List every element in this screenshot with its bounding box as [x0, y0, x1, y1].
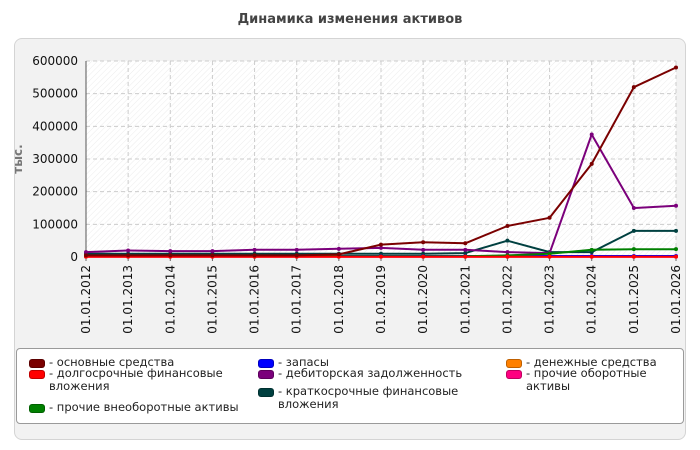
- data-point: [336, 246, 341, 251]
- y-tick-label: 100000: [32, 217, 78, 231]
- data-point: [463, 241, 468, 246]
- data-point: [505, 254, 510, 259]
- data-point: [84, 253, 88, 258]
- legend-swatch: [258, 388, 274, 397]
- data-point: [126, 248, 131, 253]
- legend-label: - краткосрочные финансовые вложения: [278, 384, 459, 411]
- x-tick-label: 01.01.2021: [458, 265, 472, 334]
- legend-swatch: [258, 370, 274, 379]
- data-point: [674, 228, 678, 233]
- data-point: [126, 253, 131, 258]
- data-point: [210, 253, 215, 258]
- y-axis-label: тыс.: [11, 144, 25, 173]
- y-tick-label: 0: [70, 250, 78, 264]
- data-point: [631, 206, 636, 210]
- legend-swatch: [506, 359, 522, 368]
- data-point: [674, 247, 678, 252]
- x-tick-label: 01.01.2012: [79, 265, 93, 334]
- y-tick-label: 500000: [32, 87, 78, 101]
- x-tick-label: 01.01.2026: [669, 265, 683, 334]
- legend-label: - запасы: [278, 355, 329, 369]
- data-point: [589, 254, 594, 259]
- data-point: [168, 249, 173, 254]
- legend-item: - прочие оборотные активы: [506, 367, 683, 393]
- data-point: [631, 247, 636, 252]
- x-tick-label: 01.01.2013: [121, 265, 135, 334]
- legend-item: - основные средства: [29, 356, 174, 369]
- legend-label: - долгосрочные финансовые вложения: [49, 366, 223, 393]
- data-point: [589, 161, 594, 166]
- x-tick-label: 01.01.2018: [332, 265, 346, 334]
- data-point: [674, 203, 678, 208]
- chart-title: Динамика изменения активов: [237, 12, 463, 27]
- data-point: [505, 223, 510, 228]
- data-point: [421, 240, 426, 245]
- legend-swatch: [29, 404, 45, 413]
- data-point: [336, 252, 341, 257]
- legend-label: - основные средства: [49, 355, 175, 369]
- x-tick-label: 01.01.2014: [163, 265, 177, 334]
- legend-item: - прочие внеоборотные активы: [29, 401, 239, 414]
- legend-swatch: [29, 359, 45, 368]
- legend-item: - запасы: [258, 356, 329, 369]
- data-point: [252, 253, 257, 258]
- data-point: [463, 251, 468, 256]
- plot-area: 0 100000 200000 300000 400000 500000 600000 01.…: [11, 54, 683, 334]
- y-tick-label: 600000: [32, 54, 78, 68]
- data-point: [631, 85, 636, 90]
- data-point: [379, 245, 383, 250]
- data-point: [505, 238, 510, 243]
- y-tick-label: 300000: [32, 152, 78, 166]
- x-tick-label: 01.01.2017: [290, 265, 304, 334]
- data-point: [379, 242, 383, 247]
- legend-swatch: [29, 370, 45, 379]
- data-point: [589, 132, 594, 137]
- x-tick-label: 01.01.2015: [205, 265, 219, 334]
- data-point: [421, 254, 426, 259]
- legend-item: - долгосрочные финансовые вложения: [29, 367, 249, 393]
- data-point: [547, 215, 552, 220]
- data-point: [379, 254, 383, 259]
- legend: - основные средства - долгосрочные финанс…: [16, 348, 684, 424]
- x-tick-label: 01.01.2023: [543, 265, 557, 334]
- data-point: [210, 249, 215, 254]
- legend-label: - дебиторская задолженность: [278, 366, 463, 380]
- data-point: [547, 251, 552, 256]
- data-point: [421, 247, 426, 252]
- legend-item: - краткосрочные финансовые вложения: [258, 385, 478, 411]
- legend-label: - прочие оборотные активы: [526, 366, 647, 393]
- data-point: [463, 247, 468, 252]
- legend-label: - прочие внеоборотные активы: [49, 400, 239, 414]
- x-tick-label: 01.01.2024: [585, 265, 599, 334]
- data-point: [547, 254, 552, 259]
- legend-label: - денежные средства: [526, 355, 657, 369]
- x-tick-label: 01.01.2016: [248, 265, 262, 334]
- y-tick-label: 200000: [32, 185, 78, 199]
- data-point: [84, 250, 88, 255]
- data-point: [631, 228, 636, 233]
- legend-swatch: [258, 359, 274, 368]
- data-point: [674, 65, 678, 70]
- y-tick-label: 400000: [32, 119, 78, 133]
- legend-swatch: [506, 370, 522, 379]
- data-point: [589, 247, 594, 252]
- data-point: [674, 254, 678, 259]
- legend-item: - дебиторская задолженность: [258, 367, 462, 380]
- data-point: [463, 254, 468, 259]
- data-point: [168, 253, 173, 258]
- legend-item: - денежные средства: [506, 356, 657, 369]
- x-tick-label: 01.01.2025: [627, 265, 641, 334]
- x-tick-label: 01.01.2020: [416, 265, 430, 334]
- data-point: [252, 247, 257, 252]
- data-point: [631, 254, 636, 259]
- data-point: [294, 253, 299, 258]
- data-point: [294, 247, 299, 252]
- data-point: [505, 250, 510, 255]
- x-tick-label: 01.01.2022: [500, 265, 514, 334]
- x-tick-label: 01.01.2019: [374, 265, 388, 334]
